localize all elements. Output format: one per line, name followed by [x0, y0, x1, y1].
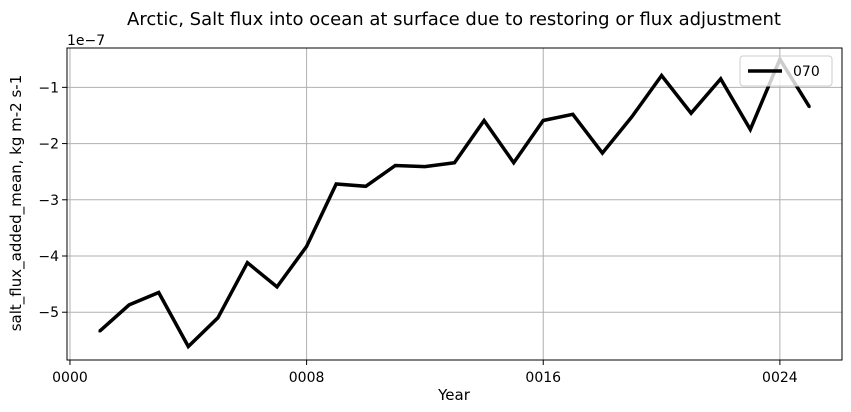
x-tick-label: 0016: [525, 370, 561, 386]
data-point: [630, 115, 634, 118]
plot-frame: [66, 47, 843, 361]
legend-label: 070: [793, 64, 820, 80]
data-point: [98, 330, 101, 333]
data-point: [423, 165, 427, 168]
y-tick-label: −2: [38, 137, 59, 153]
data-point: [334, 182, 338, 186]
data-point: [571, 113, 575, 116]
data-point: [275, 285, 279, 289]
data-point: [601, 151, 604, 155]
data-point: [157, 291, 160, 294]
data-point: [127, 303, 131, 307]
chart-title: Arctic, Salt flux into ocean at surface …: [127, 9, 781, 30]
y-tick-label: −5: [38, 305, 59, 321]
data-point: [246, 261, 249, 264]
x-axis-label: Year: [437, 386, 471, 404]
y-tick-label: −4: [38, 249, 59, 265]
x-tick-label: 0000: [52, 370, 88, 386]
data-point: [305, 245, 308, 248]
data-point: [453, 161, 456, 164]
y-axis-offset-label: 1e−7: [67, 33, 105, 49]
data-point: [808, 105, 811, 109]
data-point: [660, 74, 663, 77]
data-point: [394, 164, 397, 167]
data-point: [482, 119, 486, 122]
series-layer: [98, 55, 811, 350]
x-tick-label: 0024: [762, 370, 798, 386]
x-tick-label: 0008: [289, 370, 325, 386]
data-point: [542, 119, 545, 122]
data-point: [749, 128, 752, 131]
y-tick-label: −3: [38, 193, 59, 209]
data-point: [216, 316, 220, 320]
data-point: [187, 345, 190, 348]
y-axis-label: salt_flux_added_mean, kg m-2 s-1: [7, 75, 26, 332]
data-point: [512, 161, 515, 164]
y-tick-label: −1: [38, 80, 59, 96]
grid-lines: [67, 48, 842, 360]
data-point: [719, 77, 722, 81]
series-line: [98, 55, 811, 350]
axis-ticks: 0000 0008 0016 0024 −5 −4 −3 −2 −1: [38, 80, 797, 386]
data-point: [364, 185, 367, 188]
legend: 070: [739, 55, 833, 87]
legend-box: [739, 55, 833, 87]
data-point: [689, 112, 693, 115]
